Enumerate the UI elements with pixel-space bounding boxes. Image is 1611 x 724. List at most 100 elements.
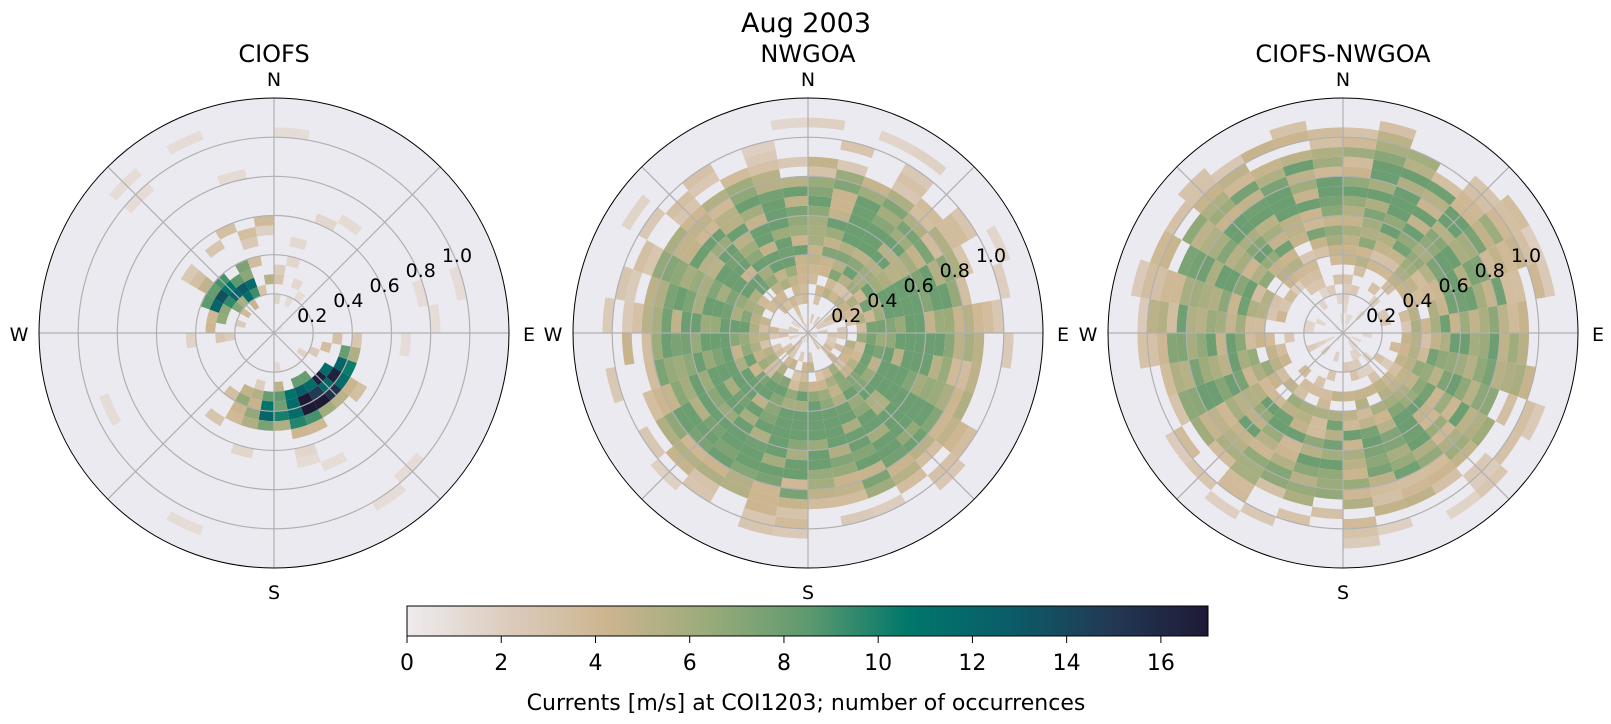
histogram-cell bbox=[1343, 293, 1350, 305]
histogram-cell bbox=[701, 188, 730, 213]
histogram-cell bbox=[759, 240, 778, 257]
histogram-cell bbox=[777, 496, 808, 510]
histogram-cell bbox=[297, 392, 314, 407]
histogram-cells bbox=[1130, 120, 1556, 549]
histogram-cell bbox=[1508, 269, 1527, 303]
histogram-cell bbox=[832, 282, 846, 296]
histogram-cell bbox=[955, 276, 972, 306]
histogram-cell bbox=[1516, 333, 1530, 366]
histogram-cell bbox=[1395, 282, 1411, 299]
histogram-cell bbox=[1269, 120, 1308, 140]
histogram-cell bbox=[1320, 205, 1343, 218]
histogram-cell bbox=[804, 323, 808, 333]
histogram-cell bbox=[1312, 156, 1343, 170]
histogram-cell bbox=[638, 426, 666, 459]
histogram-cell bbox=[1375, 140, 1410, 159]
histogram-cell bbox=[1286, 393, 1304, 410]
histogram-cell bbox=[836, 333, 848, 340]
compass-label-w: W bbox=[544, 324, 563, 346]
histogram-cell bbox=[773, 268, 788, 283]
histogram-cell bbox=[1254, 333, 1266, 349]
histogram-cell bbox=[770, 117, 808, 131]
histogram-cell bbox=[1327, 410, 1343, 422]
histogram-cell bbox=[1377, 130, 1414, 149]
histogram-cell bbox=[1264, 185, 1293, 206]
histogram-cell bbox=[707, 197, 735, 221]
histogram-cell bbox=[1373, 240, 1392, 257]
histogram-cell bbox=[1223, 468, 1255, 495]
histogram-cell bbox=[740, 367, 756, 384]
histogram-cell bbox=[1204, 379, 1225, 407]
histogram-cell bbox=[99, 393, 122, 427]
histogram-cell bbox=[946, 279, 963, 308]
histogram-cell bbox=[729, 333, 741, 347]
angular-gridline bbox=[1342, 332, 1510, 500]
histogram-cell bbox=[898, 251, 919, 275]
histogram-cell bbox=[773, 383, 788, 398]
histogram-cell bbox=[788, 329, 799, 333]
histogram-cell bbox=[1315, 477, 1343, 490]
radial-tick-label: 1.0 bbox=[1511, 245, 1541, 267]
histogram-cell bbox=[1508, 363, 1527, 397]
histogram-cell bbox=[1166, 302, 1180, 333]
histogram-cell bbox=[1190, 219, 1216, 250]
histogram-cell bbox=[943, 307, 955, 333]
histogram-cell bbox=[713, 438, 740, 461]
histogram-cell bbox=[1376, 417, 1397, 435]
histogram-cell bbox=[1370, 480, 1400, 497]
histogram-cell bbox=[1343, 468, 1369, 480]
histogram-cell bbox=[1481, 279, 1498, 308]
histogram-cell bbox=[1406, 214, 1432, 236]
histogram-cell bbox=[1242, 197, 1270, 221]
histogram-cell bbox=[1289, 417, 1310, 435]
histogram-cell bbox=[244, 277, 258, 291]
histogram-cell bbox=[1292, 188, 1320, 205]
histogram-cell bbox=[782, 355, 794, 367]
histogram-cell bbox=[1393, 185, 1422, 206]
histogram-cell bbox=[1468, 333, 1481, 357]
histogram-cell bbox=[1436, 274, 1454, 297]
histogram-cell bbox=[1343, 225, 1362, 237]
histogram-cell bbox=[1190, 416, 1216, 447]
histogram-cell bbox=[1326, 235, 1343, 247]
histogram-cell bbox=[1485, 207, 1513, 240]
histogram-cell bbox=[1504, 235, 1528, 270]
histogram-cell bbox=[761, 198, 786, 214]
histogram-cell bbox=[885, 333, 897, 349]
histogram-cell bbox=[788, 296, 798, 308]
histogram-cell bbox=[290, 375, 304, 389]
histogram-cell bbox=[875, 288, 891, 307]
histogram-cell bbox=[1458, 333, 1471, 356]
histogram-cell bbox=[1367, 282, 1381, 296]
histogram-cell bbox=[1389, 451, 1417, 472]
histogram-cell bbox=[896, 468, 928, 495]
histogram-cell bbox=[872, 306, 886, 322]
histogram-cell bbox=[1250, 363, 1267, 382]
histogram-cell bbox=[918, 353, 934, 377]
histogram-cell bbox=[784, 195, 808, 208]
histogram-cell bbox=[1326, 369, 1337, 382]
histogram-cell bbox=[1324, 429, 1343, 441]
histogram-cell bbox=[1365, 198, 1390, 214]
histogram-cell bbox=[1156, 300, 1170, 333]
histogram-cell bbox=[751, 169, 781, 186]
histogram-cell bbox=[1317, 186, 1343, 198]
histogram-cell bbox=[799, 284, 808, 295]
histogram-cell bbox=[682, 353, 698, 377]
histogram-cell bbox=[1343, 274, 1354, 285]
histogram-cell bbox=[788, 358, 798, 370]
histogram-cell bbox=[412, 279, 429, 308]
histogram-cell bbox=[1449, 312, 1461, 333]
histogram-cell bbox=[1215, 401, 1238, 428]
histogram-cell bbox=[777, 156, 808, 170]
histogram-cell bbox=[697, 274, 715, 297]
histogram-cell bbox=[838, 301, 851, 314]
histogram-cell bbox=[828, 268, 843, 283]
histogram-cell bbox=[943, 421, 970, 453]
histogram-cell bbox=[337, 214, 363, 236]
histogram-cell bbox=[1343, 254, 1357, 266]
histogram-cell bbox=[796, 264, 808, 276]
histogram-cell bbox=[1500, 194, 1530, 231]
histogram-cell bbox=[992, 262, 1011, 299]
histogram-cell bbox=[1276, 507, 1311, 526]
